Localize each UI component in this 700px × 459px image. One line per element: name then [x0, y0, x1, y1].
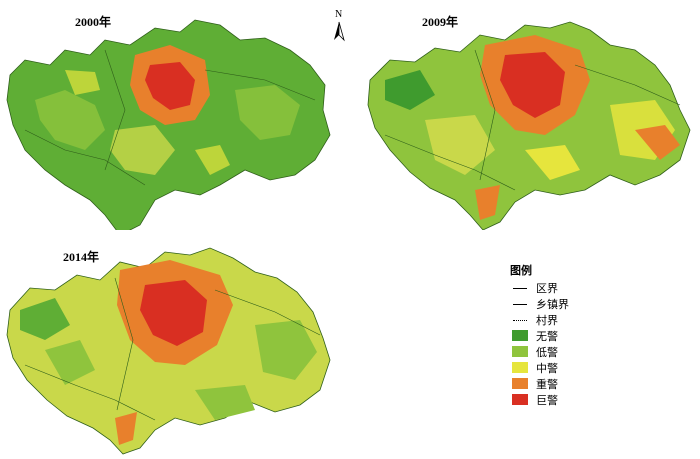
north-arrow-label: N: [335, 9, 343, 20]
map-title-2009: 2009年: [422, 15, 459, 29]
legend-item: 巨警: [510, 393, 640, 407]
legend-line-symbol: [513, 304, 527, 305]
map-2014: 2014年: [5, 240, 335, 455]
map-title-2014: 2014年: [63, 250, 100, 264]
legend-item: 区界: [510, 281, 640, 295]
map-2009: 2009年: [365, 10, 695, 231]
legend-item-label: 巨警: [536, 394, 558, 407]
map-title-2000: 2000年: [75, 15, 112, 29]
legend-swatch: [512, 362, 528, 373]
map-2000-graphic: [6, 19, 331, 236]
legend-swatch: [512, 378, 528, 389]
legend-line-symbol: [513, 320, 527, 321]
legend-title: 图例: [510, 264, 532, 277]
legend-line-symbol: [513, 288, 527, 289]
legend-item: 中警: [510, 361, 640, 375]
legend-item-label: 重警: [536, 378, 558, 391]
north-arrow-icon: [334, 21, 345, 42]
legend-item: 村界: [510, 313, 640, 327]
legend-item: 重警: [510, 377, 640, 391]
legend-item-label: 低警: [536, 346, 558, 359]
map-2009-graphic: [367, 21, 691, 231]
legend-item: 乡镇界: [510, 297, 640, 311]
legend-swatch: [512, 346, 528, 357]
legend-item-label: 无警: [536, 330, 558, 343]
legend-item: 低警: [510, 345, 640, 359]
legend-item: 无警: [510, 329, 640, 343]
legend-swatch: [512, 330, 528, 341]
legend-item-label: 乡镇界: [536, 298, 569, 311]
map-2000: 2000年: [5, 10, 335, 236]
legend-swatch: [512, 394, 528, 405]
map-2014-graphic: [6, 247, 331, 455]
legend-item-label: 区界: [536, 282, 558, 295]
legend-item-label: 中警: [536, 362, 558, 375]
legend-item-label: 村界: [536, 314, 558, 327]
